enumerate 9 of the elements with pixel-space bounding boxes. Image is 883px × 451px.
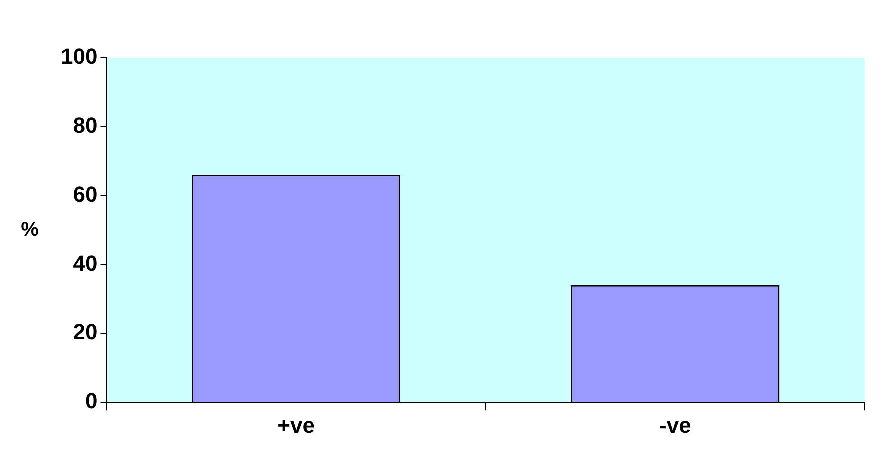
- y-tick-label: 20: [73, 320, 98, 345]
- y-tick-label: 100: [60, 44, 98, 70]
- y-axis-title: %: [21, 218, 40, 241]
- x-tick-label: +ve: [278, 412, 315, 438]
- x-tick-label: -ve: [660, 412, 692, 438]
- y-tick-label: 0: [85, 388, 98, 414]
- y-tick-label: 60: [73, 182, 98, 207]
- y-tick-label: 40: [73, 250, 98, 276]
- y-tick-label: 80: [73, 112, 98, 138]
